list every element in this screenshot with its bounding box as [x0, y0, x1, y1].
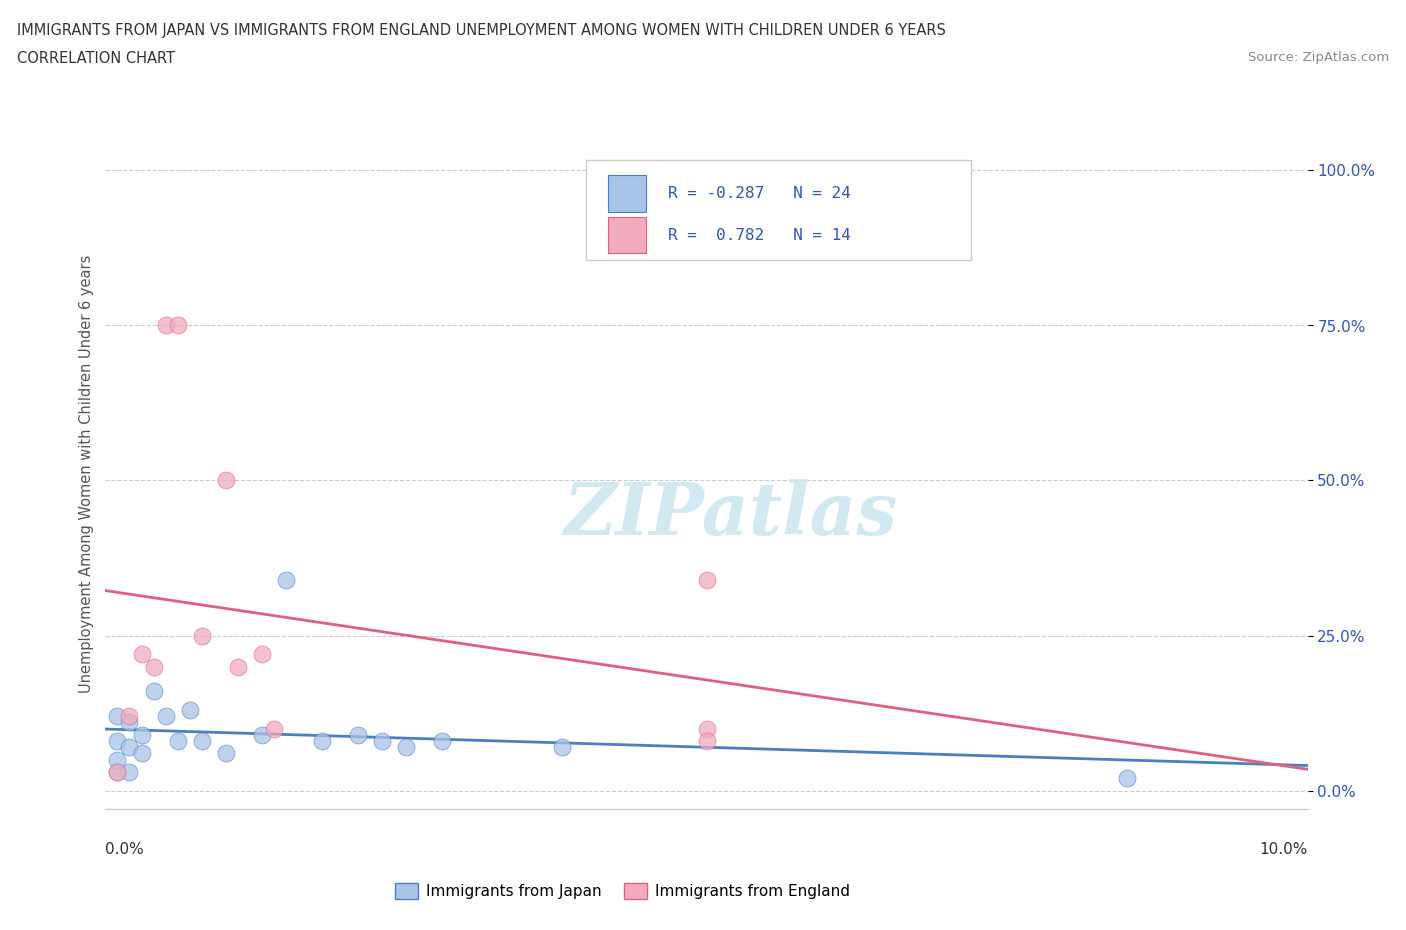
Point: [696, 734, 718, 749]
Text: ZIPatlas: ZIPatlas: [564, 479, 897, 550]
Point: [107, 734, 129, 749]
Point: [263, 721, 285, 736]
FancyBboxPatch shape: [607, 217, 647, 253]
Point: [250, 646, 273, 661]
Text: R =  0.782   N = 14: R = 0.782 N = 14: [668, 228, 851, 243]
Point: [166, 318, 188, 333]
Point: [214, 473, 236, 488]
Text: R = -0.287   N = 24: R = -0.287 N = 24: [668, 186, 851, 201]
Y-axis label: Unemployment Among Women with Children Under 6 years: Unemployment Among Women with Children U…: [79, 255, 94, 694]
Point: [214, 746, 236, 761]
Point: [118, 715, 141, 730]
Point: [166, 734, 188, 749]
Point: [118, 709, 141, 724]
Point: [311, 734, 333, 749]
Point: [395, 739, 418, 754]
Legend: Immigrants from Japan, Immigrants from England: Immigrants from Japan, Immigrants from E…: [389, 877, 856, 905]
Text: IMMIGRANTS FROM JAPAN VS IMMIGRANTS FROM ENGLAND UNEMPLOYMENT AMONG WOMEN WITH C: IMMIGRANTS FROM JAPAN VS IMMIGRANTS FROM…: [17, 23, 946, 38]
Point: [107, 709, 129, 724]
Point: [131, 727, 153, 742]
Point: [1116, 771, 1139, 786]
Point: [371, 734, 394, 749]
Text: 0.0%: 0.0%: [105, 842, 145, 857]
Point: [155, 709, 177, 724]
Point: [274, 572, 297, 587]
Point: [226, 659, 249, 674]
Point: [118, 764, 141, 779]
Point: [179, 702, 201, 717]
FancyBboxPatch shape: [607, 175, 647, 212]
Point: [347, 727, 370, 742]
Point: [107, 764, 129, 779]
Point: [131, 646, 153, 661]
Point: [430, 734, 453, 749]
Point: [131, 746, 153, 761]
Point: [142, 659, 165, 674]
Text: CORRELATION CHART: CORRELATION CHART: [17, 51, 174, 66]
Point: [190, 628, 212, 643]
Point: [190, 734, 212, 749]
Point: [142, 684, 165, 698]
Point: [107, 752, 129, 767]
Point: [107, 764, 129, 779]
Point: [696, 572, 718, 587]
Text: Source: ZipAtlas.com: Source: ZipAtlas.com: [1249, 51, 1389, 64]
Point: [118, 739, 141, 754]
Point: [551, 739, 574, 754]
Point: [250, 727, 273, 742]
Point: [696, 721, 718, 736]
Point: [155, 318, 177, 333]
Text: 10.0%: 10.0%: [1260, 842, 1308, 857]
FancyBboxPatch shape: [586, 160, 972, 260]
